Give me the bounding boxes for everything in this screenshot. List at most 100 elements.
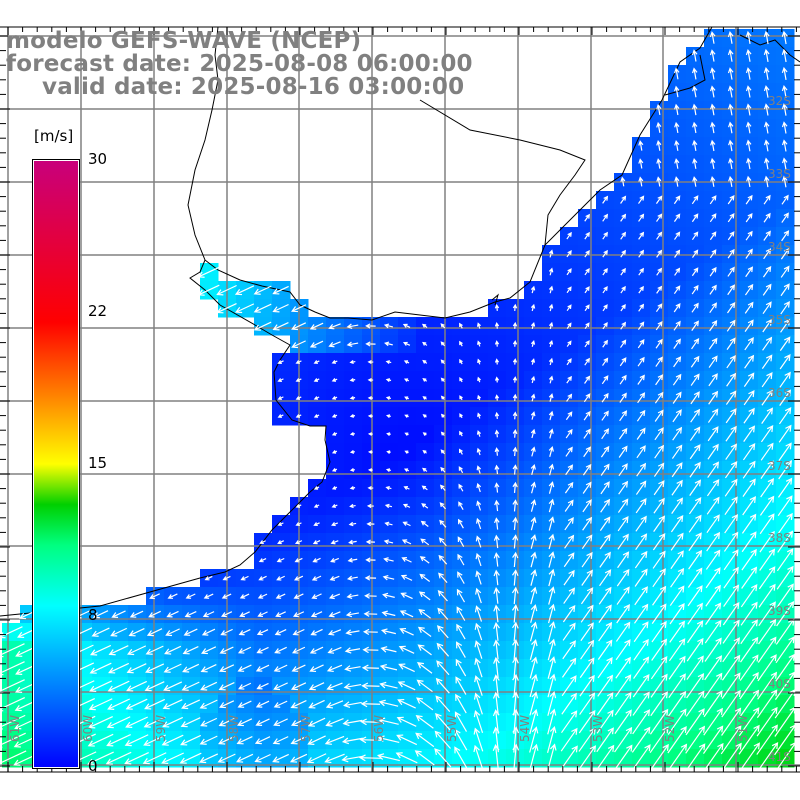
wind-arrow <box>257 611 268 617</box>
wind-arrow <box>613 744 633 771</box>
wind-arrow <box>656 158 662 169</box>
wind-arrow <box>218 682 235 691</box>
wind-arrow <box>256 682 269 690</box>
wind-arrow <box>341 755 364 763</box>
wind-arrow <box>493 604 501 623</box>
wind-arrow <box>365 539 375 545</box>
wind-arrow <box>293 575 304 581</box>
wind-arrow <box>440 449 446 455</box>
wind-arrow <box>561 657 577 678</box>
wind-arrow <box>360 718 381 726</box>
wind-arrow <box>421 485 428 491</box>
wind-arrow <box>692 121 698 134</box>
wind-arrow <box>759 513 775 535</box>
wind-arrow <box>739 654 759 681</box>
wind-arrow <box>107 698 130 710</box>
wind-arrow <box>308 699 325 709</box>
wind-arrow <box>440 466 446 473</box>
wind-arrow <box>421 323 428 329</box>
wind-arrow <box>404 414 409 418</box>
wind-arrow <box>779 354 791 370</box>
wind-arrow <box>726 372 737 387</box>
wind-arrow <box>179 752 202 764</box>
wind-arrow <box>111 610 126 619</box>
wind-arrow <box>512 534 519 549</box>
wind-arrow <box>360 700 381 708</box>
wind-arrow <box>720 742 742 773</box>
wind-arrow <box>548 586 556 605</box>
wind-arrow <box>218 718 235 727</box>
wind-arrow <box>744 354 755 369</box>
wind-arrow <box>656 267 663 276</box>
wind-arrow <box>293 593 304 599</box>
wind-arrow <box>530 481 537 494</box>
wind-arrow <box>181 681 200 691</box>
wind-arrow <box>601 428 610 440</box>
wind-arrow <box>272 285 289 295</box>
wind-arrow <box>762 318 772 333</box>
wind-arrow <box>367 485 374 491</box>
wind-arrow <box>290 700 307 709</box>
wind-arrow <box>727 85 734 98</box>
wind-arrow <box>638 285 644 294</box>
wind-arrow <box>691 302 699 313</box>
wind-arrow <box>329 593 341 600</box>
wind-arrow <box>652 532 666 551</box>
wind-arrow <box>454 711 468 732</box>
wind-arrow <box>197 284 220 296</box>
wind-arrow <box>367 450 373 454</box>
wind-arrow <box>273 718 288 727</box>
wind-arrow <box>721 689 741 718</box>
wind-arrow <box>673 285 681 295</box>
wind-arrow <box>548 481 555 494</box>
wind-arrow <box>726 355 736 369</box>
wind-arrow <box>762 336 773 351</box>
wind-arrow <box>709 31 716 44</box>
wind-arrow <box>580 622 594 642</box>
wind-arrow <box>599 516 611 531</box>
wind-arrow <box>781 85 788 98</box>
wind-arrow <box>601 392 609 403</box>
wind-arrow <box>745 67 752 80</box>
wind-arrow <box>380 646 397 653</box>
wind-arrow <box>742 443 756 461</box>
wind-arrow <box>706 531 721 552</box>
wind-arrow <box>598 604 612 624</box>
wind-arrow <box>349 432 356 436</box>
wind-arrow <box>87 751 114 765</box>
wind-arrow <box>688 532 702 552</box>
wind-arrow <box>199 735 218 745</box>
wind-arrow <box>727 103 734 116</box>
wind-arrow <box>346 341 359 347</box>
wind-arrow <box>290 718 307 727</box>
wind-arrow <box>129 610 144 618</box>
wind-arrow <box>656 213 663 222</box>
wind-arrow <box>562 622 576 641</box>
wind-arrow <box>707 426 719 442</box>
wind-arrow <box>689 461 701 478</box>
wind-arrow <box>182 663 200 673</box>
wind-arrow <box>182 646 199 655</box>
wind-arrow <box>720 725 742 755</box>
wind-arrow <box>547 691 557 716</box>
wind-arrow <box>548 568 556 587</box>
wind-arrow <box>566 358 572 366</box>
wind-arrow <box>402 503 411 508</box>
wind-arrow <box>638 231 645 240</box>
wind-arrow <box>709 49 716 62</box>
wind-arrow <box>309 322 324 330</box>
wind-arrow <box>529 726 539 753</box>
wind-arrow <box>597 674 614 697</box>
wind-arrow <box>477 394 481 401</box>
wind-arrow <box>529 708 539 735</box>
wind-arrow <box>759 530 775 553</box>
wind-arrow <box>778 407 792 425</box>
wind-arrow <box>638 303 645 312</box>
wind-arrow <box>477 412 482 419</box>
wind-arrow <box>656 176 662 187</box>
wind-arrow <box>726 319 736 332</box>
coastline-segment <box>299 26 713 321</box>
wind-arrow <box>110 627 127 637</box>
wind-arrow <box>618 480 629 495</box>
wind-arrow <box>376 753 400 762</box>
